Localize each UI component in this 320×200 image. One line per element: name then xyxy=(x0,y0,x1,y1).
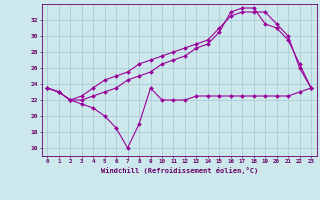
X-axis label: Windchill (Refroidissement éolien,°C): Windchill (Refroidissement éolien,°C) xyxy=(100,167,258,174)
